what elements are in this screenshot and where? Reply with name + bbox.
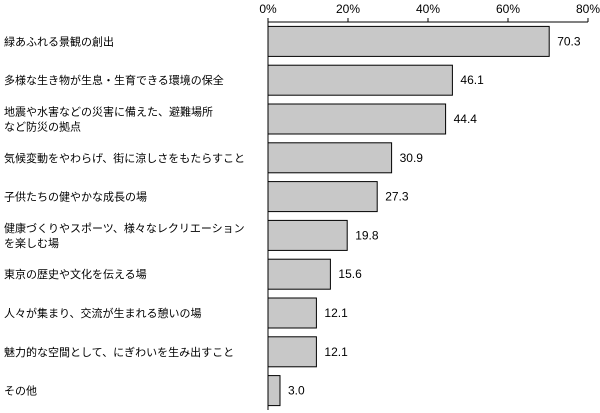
data-label: 46.1: [460, 73, 484, 87]
category-label: 人々が集まり、交流が生まれる憩いの場: [4, 306, 202, 320]
bar: [267, 297, 317, 329]
category-label: 地震や水害などの災害に備えた、避難場所など防災の拠点: [4, 105, 213, 134]
bar: [267, 336, 317, 368]
bar: [267, 181, 378, 213]
data-label: 27.3: [385, 190, 409, 204]
data-label: 3.0: [288, 384, 305, 398]
data-label: 12.1: [324, 345, 348, 359]
category-label-line: 健康づくりやスポーツ、様々なレクリエーション: [4, 221, 245, 235]
category-label-line: 魅力的な空間として、にぎわいを生み出すこと: [4, 345, 234, 359]
category-labels: 緑あふれる景観の創出多様な生き物が生息・生育できる環境の保全地震や水害などの災害…: [4, 34, 245, 397]
category-label-line: その他: [4, 385, 37, 398]
category-label: 多様な生き物が生息・生育できる環境の保全: [4, 73, 224, 87]
category-label-line: 多様な生き物が生息・生育できる環境の保全: [4, 73, 224, 87]
category-label-line: 人々が集まり、交流が生まれる憩いの場: [4, 306, 202, 320]
category-label-line: 地震や水害などの災害に備えた、避難場所: [4, 105, 213, 119]
x-tick-label: 60%: [496, 2, 520, 16]
category-label-line: 東京の歴史や文化を伝える場: [4, 267, 147, 281]
axes: [267, 21, 588, 410]
x-tick-label: 0%: [259, 2, 277, 16]
x-tick-label: 80%: [576, 2, 600, 16]
bar: [267, 219, 348, 251]
category-label: 緑あふれる景観の創出: [4, 34, 114, 48]
category-label: 魅力的な空間として、にぎわいを生み出すこと: [4, 345, 234, 359]
bar: [267, 25, 550, 57]
category-label-line: など防災の拠点: [4, 120, 81, 134]
data-label: 15.6: [338, 267, 362, 281]
bar: [267, 142, 393, 174]
bar: [267, 64, 453, 96]
value-labels: 70.3 46.1 44.4 30.9 27.3 19.8 15.6 12.1 12.1 3.0: [288, 34, 581, 397]
data-label: 12.1: [324, 306, 348, 320]
x-tick-label: 40%: [416, 2, 440, 16]
data-label: 30.9: [400, 151, 424, 165]
category-label: 子供たちの健やかな成長の場: [4, 190, 147, 204]
category-label-line: を楽しむ場: [4, 237, 59, 250]
category-label: 気候変動をやわらげ、街に涼しさをもたらすこと: [4, 151, 245, 165]
bar: [267, 375, 281, 407]
bars-group: [267, 25, 550, 407]
data-label: 44.4: [454, 112, 478, 126]
x-axis-ticks: 0% 20% 40% 60% 80%: [259, 2, 600, 22]
bar: [267, 103, 447, 135]
bar: [267, 258, 331, 290]
data-label: 19.8: [355, 228, 379, 242]
category-label: 東京の歴史や文化を伝える場: [4, 267, 147, 281]
x-tick-label: 20%: [336, 2, 360, 16]
data-label: 70.3: [557, 34, 581, 48]
category-label: その他: [4, 385, 37, 398]
category-label-line: 緑あふれる景観の創出: [4, 34, 114, 48]
category-label-line: 子供たちの健やかな成長の場: [4, 190, 147, 204]
category-label-line: 気候変動をやわらげ、街に涼しさをもたらすこと: [4, 151, 245, 165]
category-label: 健康づくりやスポーツ、様々なレクリエーションを楽しむ場: [4, 221, 245, 250]
